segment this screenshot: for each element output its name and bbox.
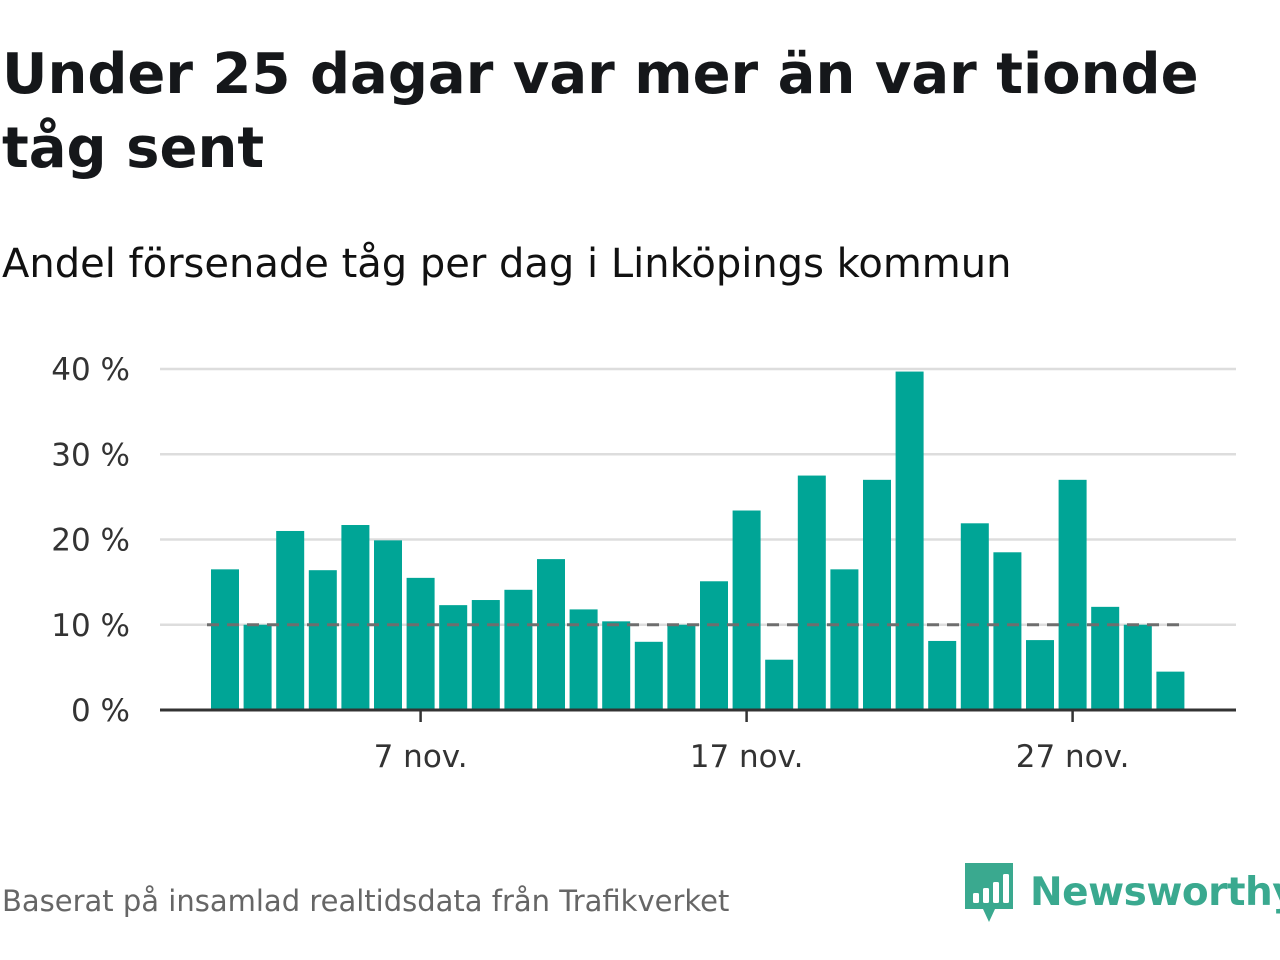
- bar: [765, 659, 794, 710]
- bar: [1026, 640, 1054, 710]
- bar: [308, 570, 337, 710]
- bar: [667, 624, 696, 710]
- bar: [602, 621, 631, 710]
- bar: [830, 569, 859, 710]
- brand-name: Newsworthy: [1030, 869, 1280, 915]
- bar: [1156, 671, 1185, 710]
- bar: [700, 581, 728, 710]
- bar: [439, 605, 468, 710]
- bar: [537, 559, 565, 710]
- bar-chart: 0 % 10 % 20 % 30 % 40 % 7 nov. 17 nov. 27 nov.: [51, 352, 1236, 775]
- bar: [895, 371, 924, 710]
- y-tick-label: 10 %: [51, 608, 130, 644]
- bar: [341, 525, 370, 710]
- newsworthy-chart-icon: [965, 863, 1013, 922]
- x-axis-ticks: 7 nov. 17 nov. 27 nov.: [374, 710, 1130, 775]
- bar: [1123, 624, 1152, 710]
- bar: [928, 640, 957, 710]
- bar: [634, 641, 663, 710]
- x-tick-label: 17 nov.: [690, 739, 804, 775]
- bar: [504, 589, 533, 710]
- bar: [960, 523, 989, 710]
- bar: [732, 510, 761, 710]
- bar: [406, 577, 435, 710]
- y-tick-label: 20 %: [51, 523, 130, 559]
- newsworthy-logo: Newsworthy: [962, 860, 1280, 924]
- bar: [211, 569, 239, 710]
- bar: [243, 624, 272, 710]
- y-axis-ticks: 0 % 10 % 20 % 30 % 40 %: [51, 352, 130, 729]
- bar: [471, 600, 500, 710]
- chart-title: Under 25 dagar var mer än var tionde tåg…: [2, 42, 1199, 181]
- y-tick-label: 40 %: [51, 352, 130, 388]
- bar: [1058, 479, 1087, 710]
- bar: [863, 479, 891, 710]
- bar: [993, 552, 1022, 710]
- chart-subtitle: Andel försenade tåg per dag i Linköpings…: [2, 241, 1012, 287]
- bar: [1091, 606, 1120, 710]
- x-tick-label: 7 nov.: [374, 739, 468, 775]
- bars: [211, 371, 1185, 710]
- bar: [276, 530, 305, 710]
- y-tick-label: 30 %: [51, 437, 130, 473]
- bar: [797, 475, 826, 710]
- x-tick-label: 27 nov.: [1016, 739, 1130, 775]
- source-note: Baserat på insamlad realtidsdata från Tr…: [2, 884, 730, 918]
- y-tick-label: 0 %: [71, 693, 130, 729]
